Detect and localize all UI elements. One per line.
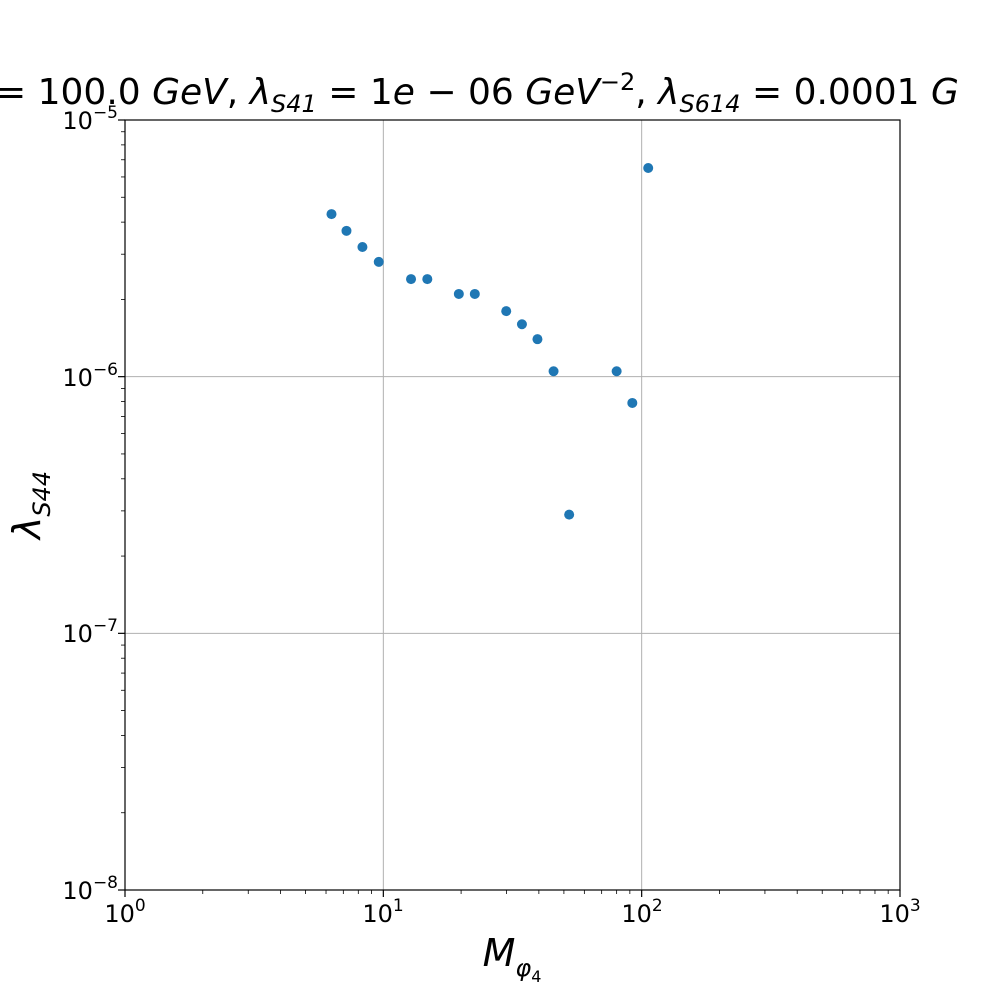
major-ticks xyxy=(118,119,901,897)
data-point-11 xyxy=(548,366,559,377)
x-axis-label: Mφ4 xyxy=(483,931,542,986)
x-tick-label-0: 100 xyxy=(104,896,145,928)
x-tick-label-2: 102 xyxy=(621,896,662,928)
data-point-12 xyxy=(564,509,575,520)
data-point-13 xyxy=(611,366,622,377)
data-point-10 xyxy=(532,334,543,345)
y-tick-label-2: 10−6 xyxy=(62,360,118,392)
data-point-0 xyxy=(326,209,337,220)
y-tick-label-1: 10−7 xyxy=(62,616,118,648)
data-point-6 xyxy=(453,288,464,299)
x-tick-label-3: 103 xyxy=(879,896,920,928)
data-point-9 xyxy=(516,319,527,330)
data-point-3 xyxy=(373,256,384,267)
data-point-4 xyxy=(406,274,417,285)
data-point-1 xyxy=(341,225,352,236)
y-tick-label-0: 10−8 xyxy=(62,873,118,905)
data-point-5 xyxy=(422,274,433,285)
data-points xyxy=(326,163,654,520)
y-axis-label: λS44 xyxy=(5,471,56,541)
y-tick-label-3: 10−5 xyxy=(62,103,118,135)
plot-frame xyxy=(124,119,901,891)
data-point-7 xyxy=(469,288,480,299)
x-tick-label-1: 101 xyxy=(362,896,403,928)
data-point-8 xyxy=(501,306,512,317)
chart-title: = 100.0 GeV, λS41 = 1e − 06 GeV−2, λS614… xyxy=(0,68,959,118)
data-point-15 xyxy=(643,163,654,174)
data-point-14 xyxy=(627,397,638,408)
minor-ticks xyxy=(121,131,889,894)
data-point-2 xyxy=(357,242,368,253)
